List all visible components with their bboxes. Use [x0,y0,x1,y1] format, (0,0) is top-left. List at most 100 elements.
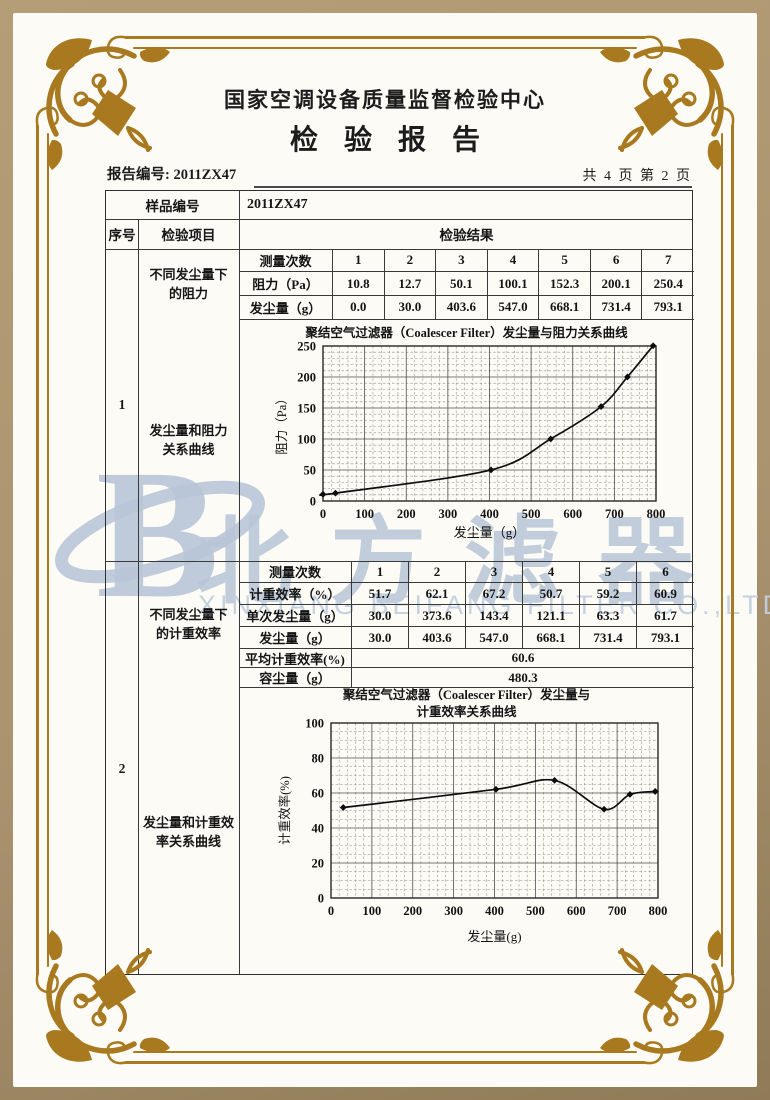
chart-label: 150 [297,402,316,416]
chart-1-title: 聚结空气过滤器（Coalescer Filter）发尘量与阻力关系曲线 [305,326,628,340]
column-header-result: 检验结果 [439,228,494,243]
table-cell: 6 [637,561,694,583]
table-cell: 59.2 [580,583,637,605]
chart-graphic [330,722,659,899]
table-cell: 60.9 [637,583,694,605]
table-cell: 403.6 [436,295,488,319]
chart-label: 400 [485,904,504,918]
chart-label: 100 [297,433,316,447]
summary-value: 480.3 [508,669,538,685]
page-count: 共 4 页 第 2 页 [582,169,692,184]
chart-graphic [487,466,495,474]
efficiency-chart-block: 聚结空气过滤器（Coalescer Filter）发尘量与 计重效率关系曲线 0… [239,687,694,976]
frame-rail-bottom-outer [172,1061,598,1064]
table-cell: 4 [523,561,580,583]
table-cell: 793.1 [637,627,694,649]
table-cell: 30.0 [352,627,409,649]
table-cell: 2 [384,249,437,273]
table-cell: 3 [466,561,523,583]
resistance-curve-chart: 0 100 200 300 400 500 600 700 800 0 50 100 150 200 250… [275,340,666,541]
page-title: 检验报告 [289,125,506,156]
table-cell: 4 [487,249,540,273]
organization-title: 国家空调设备质量监督检验中心 [224,88,546,112]
table-cell: 50.1 [436,272,488,296]
chart-label: 400 [480,507,499,521]
frame-rail-right-outer [731,172,734,928]
table-cell: 67.2 [466,583,523,605]
column-header-item: 检验项目 [161,228,216,243]
chart-graphic [600,805,608,813]
results-table: 样品编号 2011ZX47 序号 检验项目 检验结果 1 不同发尘量下 的阻力 … [105,190,694,976]
frame-rail-bottom-inner [172,1051,598,1053]
section-1-item-curve: 发尘量和阻力 关系曲线 [149,423,228,457]
chart-2-title: 聚结空气过滤器（Coalescer Filter）发尘量与 计重效率关系曲线 [342,688,591,719]
table-cell: 10.8 [333,272,385,296]
chart-graphic [547,435,555,443]
chart-label: 800 [647,507,666,521]
chart-label: 200 [397,507,416,521]
section-2-item-curve: 发尘量和计重效 率关系曲线 [142,814,234,849]
table-cell: 6 [590,249,643,273]
chart-graphic [339,804,347,811]
table-cell: 1 [333,249,385,273]
chart-label: 50 [304,464,317,478]
row-label: 测量次数 [239,249,333,273]
sample-number-label: 样品编号 [145,199,200,214]
corner-ornament-icon [22,22,172,172]
table-cell: 30.0 [352,605,409,627]
section-1-item-resistance: 不同发尘量下 的阻力 [149,267,228,301]
row-label: 计重效率（%） [239,583,352,605]
table-cell: 152.3 [539,272,591,296]
chart-label: 500 [526,904,545,918]
chart-label: 200 [297,371,316,385]
corner-ornament-icon [598,22,748,172]
table-cell: 63.3 [580,605,637,627]
chart-label: 0 [320,507,326,521]
table-cell: 668.1 [523,627,580,649]
chart-label: 600 [563,507,582,521]
sample-number-value: 2011ZX47 [247,197,308,212]
frame-rail-left-inner [47,172,49,928]
resistance-chart-block: 聚结空气过滤器（Coalescer Filter）发尘量与阻力关系曲线 0 100… [239,319,694,561]
chart-label: 800 [649,904,668,918]
table-cell: 0.0 [333,295,385,319]
chart-graphic [492,785,500,793]
table-cell: 30.0 [385,295,437,319]
table-cell: 121.1 [523,605,580,627]
table-cell: 731.4 [591,295,643,319]
report-number: 报告编号: 2011ZX47 [107,167,237,183]
table-cell: 547.0 [488,295,540,319]
row-label: 测量次数 [239,561,352,583]
header-rule [254,186,692,188]
table-cell: 50.7 [523,583,580,605]
efficiency-curve-chart: 0 100 200 300 400 500 600 700 800 0 20 40 60 80 100 发尘量… [277,717,668,944]
chart-label: 0 [328,904,334,918]
frame-rail-right-inner [721,172,723,928]
summary-value: 60.6 [352,649,694,668]
row-label: 发尘量（g） [239,295,333,319]
table-cell: 373.6 [409,605,466,627]
chart-graphic [626,791,634,798]
frame-rail-left-outer [36,172,39,928]
table-cell: 3 [436,249,488,273]
chart-label: 计重效率(%) [277,776,292,845]
row-label: 单次发尘量（g） [239,605,352,627]
table-cell: 62.1 [409,583,466,605]
chart-label: 600 [567,904,586,918]
chart-graphic [319,490,327,498]
chart-label: 发尘量（g） [454,525,526,540]
table-cell: 7 [642,249,694,273]
row-label: 平均计重效率(%) [239,649,352,668]
chart-graphic [332,489,339,497]
chart-label: 阻力（Pa） [275,392,289,455]
table-cell: 100.1 [487,272,540,296]
chart-label: 700 [605,507,624,521]
chart-graphic [551,777,558,784]
corner-ornament-icon [598,928,748,1078]
chart-graphic [322,345,657,502]
chart-label: 0 [310,495,316,509]
section-1-seq: 1 [118,397,126,412]
measurement-table-2: 测量次数 1 2 3 4 5 6 计重效率（%） 51.7 62.1 67.2 50.7 59.2 60.… [239,561,694,688]
table-cell: 200.1 [590,272,643,296]
